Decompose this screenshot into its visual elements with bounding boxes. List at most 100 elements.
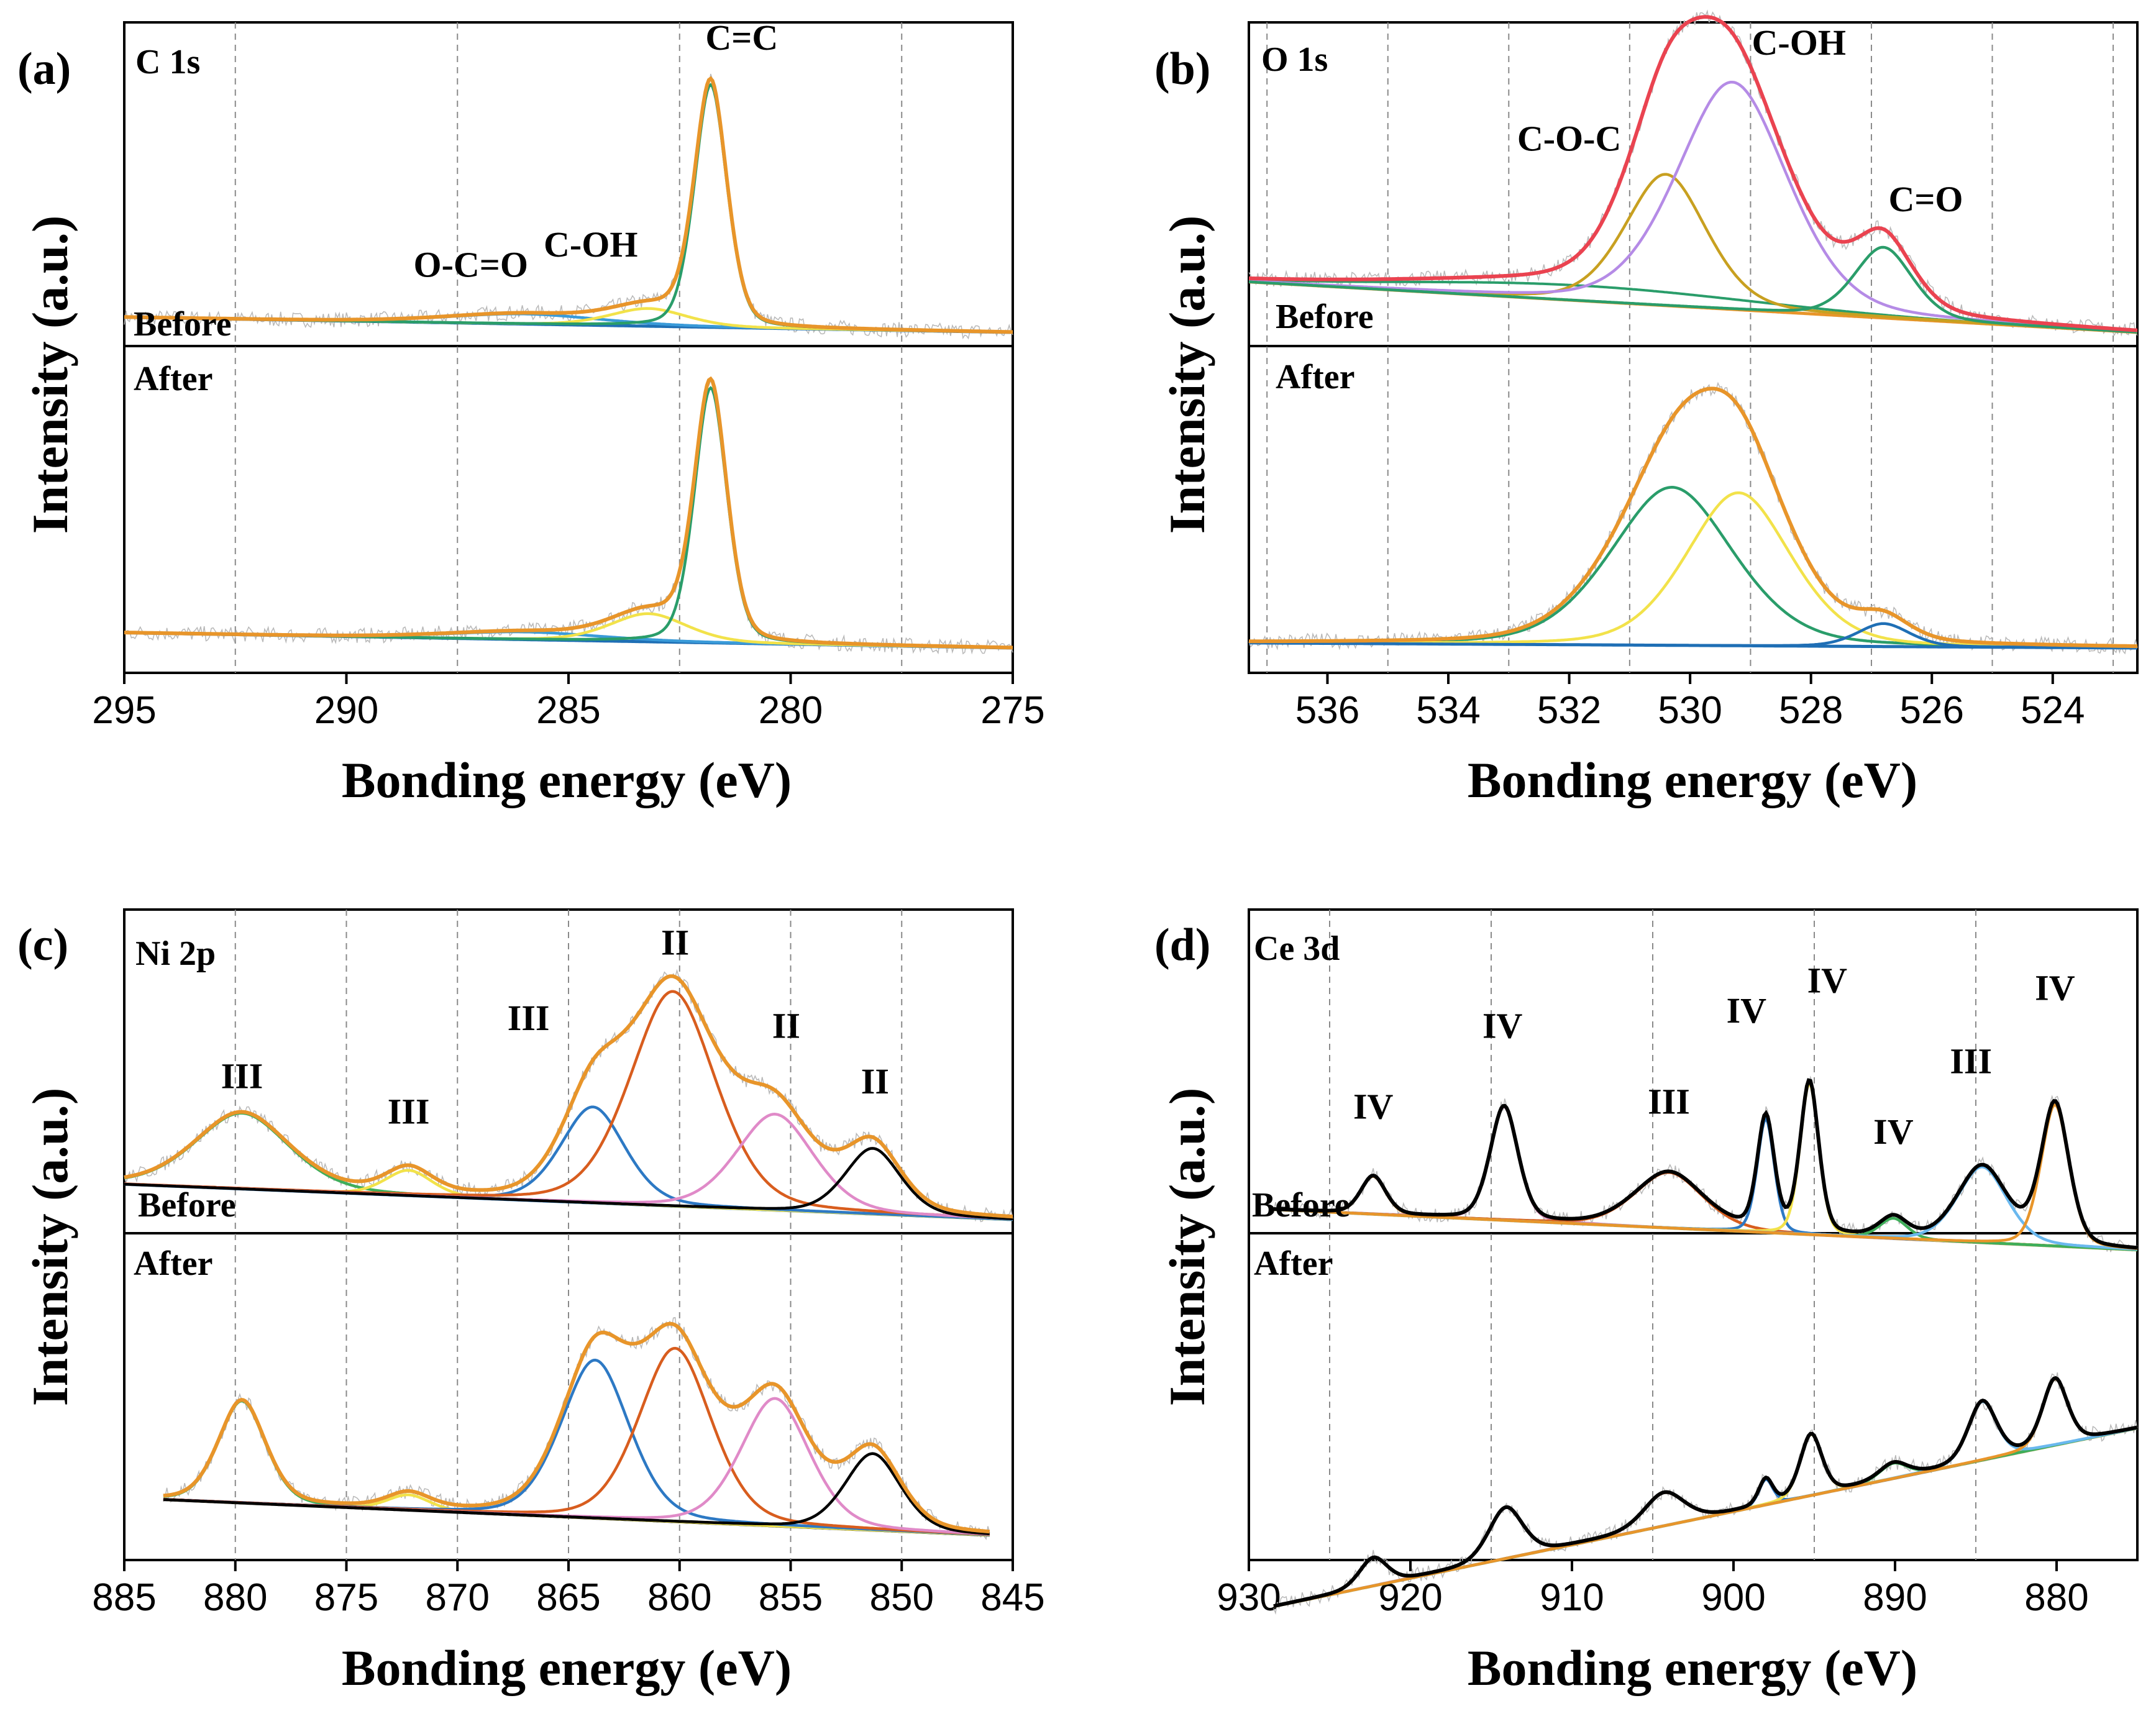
- panel-a-tick-label-0: 295: [92, 689, 156, 732]
- panel-d-after-label: After: [1254, 1244, 1333, 1283]
- panel-a-plot-area: 295 290 285 280 275 O-C=O C-OH C=C: [92, 17, 1044, 732]
- panel-b-after-component-2: [1249, 622, 2137, 650]
- panel-b-tick-label-0: 536: [1295, 689, 1359, 732]
- panel-c-tick-label-0: 885: [92, 1576, 156, 1619]
- panel-b-plot-area: 536 534 532 530 528 526 524 C-O-C C-OH C=O: [1248, 9, 2139, 732]
- panel-a-frame: [123, 21, 1014, 674]
- panel-c-after-component-4: [163, 1397, 990, 1536]
- panel-c-plot-area: 885 880 875 870 865 860 855 850 845IIIIIIIIIIIII…: [92, 908, 1045, 1619]
- panel-d-after-raw-data: [1273, 1372, 2138, 1615]
- panel-d-before-raw-data: [1273, 1075, 2138, 1252]
- panel-c-tick-label-6: 855: [759, 1576, 823, 1619]
- panel-c-peak-label-4: II: [772, 1005, 800, 1046]
- panel-d-peak-label-6: III: [1950, 1041, 1992, 1081]
- panel-b-after-label: After: [1276, 358, 1354, 396]
- panel-d-tick-label-0: 930: [1217, 1576, 1281, 1619]
- panel-b-element-label: O 1s: [1261, 40, 1328, 79]
- panel-c-x-axis-title: Bonding energy (eV): [342, 1640, 792, 1696]
- panel-b-after-component-0: [1249, 486, 2137, 649]
- panel-a-tick-label-4: 275: [980, 689, 1044, 732]
- panel-b-after-component-1: [1249, 491, 2138, 649]
- panel-d-tick-label-5: 880: [2024, 1576, 2088, 1619]
- panel-c-peak-label-1: III: [388, 1092, 430, 1132]
- panel-c-peak-label-5: II: [861, 1061, 889, 1102]
- panel-d-peak-label-4: IV: [1807, 960, 1848, 1000]
- panel-a-before-raw-data: [124, 73, 1013, 340]
- panel-a-tick-label-2: 285: [536, 689, 600, 732]
- panel-d-after-envelope: [1273, 1376, 2138, 1608]
- panel-b-before-envelope: [1248, 15, 2138, 332]
- panel-d-before-component-6: [1273, 1165, 2138, 1251]
- panel-d-tick-label-2: 910: [1540, 1576, 1604, 1619]
- panel-b-tick-label-2: 532: [1537, 689, 1601, 732]
- panel-d-after-component-7: [1273, 1377, 2138, 1608]
- panel-b-peak-label-1: C-OH: [1752, 22, 1846, 63]
- panel-b-after-raw-data: [1248, 381, 2138, 655]
- panel-c-tick-label-8: 845: [980, 1576, 1044, 1619]
- panel-a-after-raw-data: [124, 380, 1013, 655]
- panel-b-peak-label-0: C-O-C: [1517, 118, 1622, 158]
- panel-d-peak-label-0: IV: [1353, 1086, 1394, 1126]
- panel-b-after-envelope: [1249, 386, 2137, 649]
- panel-c-peak-label-2: III: [508, 998, 550, 1038]
- panel-c-tick-label-7: 850: [870, 1576, 934, 1619]
- panel-b-tick-label-6: 524: [2021, 689, 2085, 732]
- panel-b-tick-label-5: 526: [1900, 689, 1964, 732]
- panel-b-frame: [1248, 21, 2139, 674]
- panel-b-tick-label-4: 528: [1779, 689, 1843, 732]
- panel-c-y-axis-title: Intensity (a.u.): [22, 1088, 78, 1407]
- panel-b-peak-label-2: C=O: [1888, 179, 1963, 219]
- panel-d-peak-label-7: IV: [2035, 967, 2075, 1008]
- panel-d-y-axis-title: Intensity (a.u.): [1159, 1088, 1215, 1407]
- panel-c-tick-label-4: 865: [536, 1576, 600, 1619]
- panel-b-y-axis-title: Intensity (a.u.): [1159, 216, 1215, 534]
- panel-c-ni2p: 885 880 875 870 865 860 855 850 845IIIIIIIIIIIII…: [17, 908, 1045, 1696]
- panel-a-peak-label-2: C=C: [705, 17, 778, 58]
- panel-b-before-component-2: [1248, 245, 2138, 334]
- panel-a-before-component-2: [124, 83, 1013, 334]
- panel-c-element-label: Ni 2p: [135, 934, 216, 973]
- panel-c-letter: (c): [17, 919, 68, 970]
- panel-b-tick-label-3: 530: [1658, 689, 1722, 732]
- panel-a-after-label: After: [134, 360, 212, 398]
- panel-d-before-component-7: [1273, 1103, 2138, 1250]
- panel-c-after-envelope: [163, 1321, 990, 1534]
- panel-a-element-label: C 1s: [135, 43, 200, 81]
- panel-d-peak-label-1: IV: [1482, 1005, 1523, 1046]
- panel-a-c1s: 295 290 285 280 275 O-C=O C-OH C=C (a) C 1s Bef…: [17, 17, 1045, 808]
- panel-d-peak-label-3: IV: [1727, 990, 1767, 1031]
- panel-b-tick-label-1: 534: [1416, 689, 1480, 732]
- panel-a-peak-label-1: C-OH: [544, 224, 637, 265]
- panel-c-peak-label-0: III: [221, 1056, 263, 1097]
- panel-d-tick-label-4: 890: [1863, 1576, 1927, 1619]
- panel-c-before-component-5: [124, 1147, 1013, 1220]
- panel-d-before-label: Before: [1252, 1186, 1350, 1225]
- panel-c-before-label: Before: [138, 1186, 236, 1225]
- panel-c-before-envelope: [124, 974, 1013, 1219]
- panel-c-peak-label-3: II: [661, 922, 689, 962]
- panel-c-tick-label-1: 880: [203, 1576, 267, 1619]
- panel-c-tick-label-2: 875: [314, 1576, 378, 1619]
- panel-b-x-axis-title: Bonding energy (eV): [1468, 752, 1917, 808]
- panel-c-tick-label-3: 870: [426, 1576, 490, 1619]
- panel-d-before-component-4: [1273, 1082, 2138, 1251]
- panel-d-peak-label-2: III: [1648, 1081, 1690, 1121]
- panel-b-letter: (b): [1154, 43, 1210, 94]
- panel-a-letter: (a): [17, 43, 71, 94]
- panel-a-y-axis-title: Intensity (a.u.): [22, 216, 78, 534]
- panel-b-o1s: 536 534 532 530 528 526 524 C-O-C C-OH C=O (b) O …: [1154, 9, 2139, 808]
- panel-d-frame: [1248, 908, 2139, 1561]
- panel-d-element-label: Ce 3d: [1254, 929, 1340, 968]
- panel-c-after-component-5: [163, 1452, 990, 1536]
- panel-a-peak-label-0: O-C=O: [413, 245, 528, 285]
- panel-c-after-label: After: [134, 1244, 212, 1283]
- panel-d-letter: (d): [1154, 919, 1210, 970]
- panel-a-tick-label-1: 290: [314, 689, 378, 732]
- panel-a-before-envelope: [124, 76, 1013, 334]
- panel-d-tick-label-3: 900: [1701, 1576, 1765, 1619]
- panel-d-peak-label-5: IV: [1873, 1111, 1914, 1152]
- panel-a-after-envelope: [124, 376, 1013, 650]
